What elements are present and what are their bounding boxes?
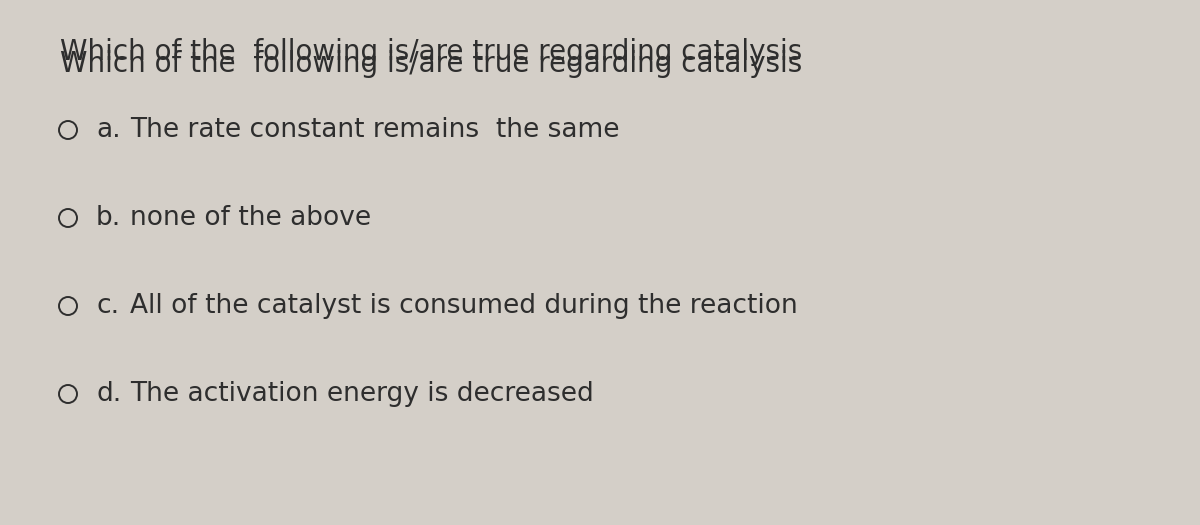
- Text: The activation energy is decreased: The activation energy is decreased: [130, 381, 594, 407]
- Text: a.: a.: [96, 117, 121, 143]
- Text: none of the above: none of the above: [130, 205, 371, 231]
- Text: Which of the  following is/are true regarding catalysis: Which of the following is/are true regar…: [60, 38, 803, 66]
- Text: Which of the  following is/are true regarding catalysis: Which of the following is/are true regar…: [60, 49, 803, 78]
- Text: The rate constant remains  the same: The rate constant remains the same: [130, 117, 619, 143]
- Text: b.: b.: [96, 205, 121, 231]
- Text: c.: c.: [96, 293, 119, 319]
- Text: d.: d.: [96, 381, 121, 407]
- Text: All of the catalyst is consumed during the reaction: All of the catalyst is consumed during t…: [130, 293, 798, 319]
